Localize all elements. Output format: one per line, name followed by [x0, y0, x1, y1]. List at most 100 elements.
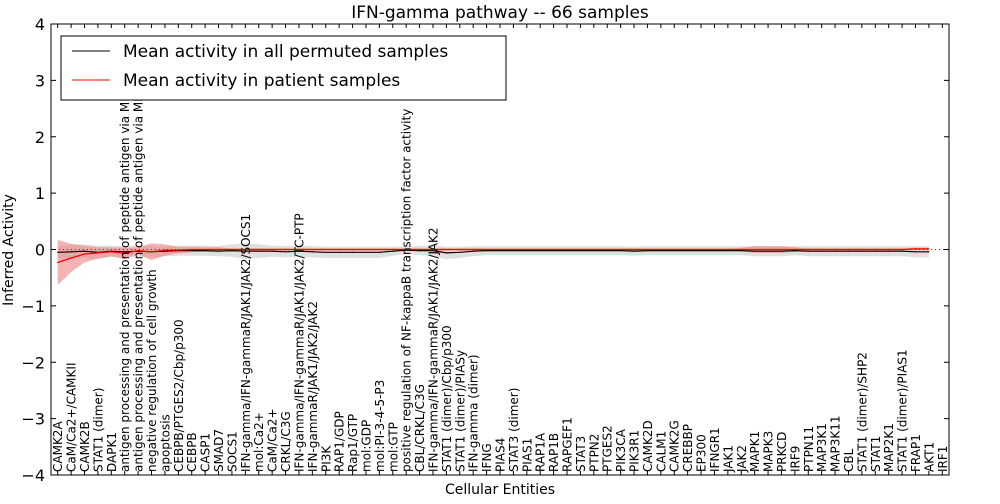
data-point-patient [110, 251, 112, 253]
data-point-patient [861, 248, 863, 251]
data-point-patient [687, 248, 689, 251]
x-tick-label: MAP2K1 [882, 423, 896, 472]
data-point-permuted [727, 250, 729, 252]
legend-label-permuted: Mean activity in all permuted samples [123, 42, 448, 62]
x-tick-label: JAK1 [721, 445, 735, 473]
data-point-permuted [928, 251, 930, 253]
data-point-patient [378, 248, 380, 251]
data-point-permuted [472, 250, 474, 252]
data-point-patient [258, 248, 260, 251]
x-tick-label: STAT3 [574, 436, 588, 472]
data-point-patient [271, 248, 273, 251]
data-point-patient [566, 248, 568, 251]
plot-bands [57, 239, 929, 285]
data-point-patient [137, 250, 139, 252]
data-point-patient [914, 248, 917, 250]
x-tick-label: PIAS4 [494, 438, 508, 472]
data-point-patient [311, 248, 313, 251]
data-point-patient [405, 248, 407, 251]
data-point-permuted [539, 250, 541, 252]
x-tick-labels: CAMK2A CaM/Ca2+/CAMKII CAMK2B STAT1 (dimer)… [51, 40, 950, 473]
data-point-patient [204, 248, 206, 251]
data-point-permuted [834, 250, 836, 252]
x-tick-label: CAMK2G [668, 420, 682, 472]
data-point-patient [526, 248, 528, 251]
data-point-permuted [392, 250, 394, 252]
x-tick-label: CaM/Ca2+/CAMKII [65, 363, 79, 472]
data-point-permuted [754, 250, 756, 252]
data-point-patient [459, 248, 461, 251]
data-point-permuted [687, 250, 689, 252]
y-tick-label: 3 [35, 71, 45, 90]
y-tick-label: −2 [21, 353, 45, 372]
x-tick-label: SOCS1 [225, 431, 239, 472]
data-point-permuted [700, 250, 702, 252]
data-point-permuted [512, 250, 515, 252]
data-point-patient [191, 248, 193, 251]
chart-title: IFN-gamma pathway -- 66 samples [351, 3, 649, 23]
data-point-permuted [660, 250, 662, 252]
data-point-patient [874, 248, 876, 251]
data-point-patient [338, 248, 340, 251]
data-point-permuted [593, 250, 595, 252]
x-axis-label: Cellular Entities [445, 482, 555, 498]
data-point-patient [754, 248, 756, 251]
data-point-permuted [633, 250, 635, 252]
x-tick-label: positive regulation of NF-kappaB transcr… [400, 109, 414, 472]
x-tick-label: STAT1 (dimer)/PIASy [453, 350, 467, 472]
x-tick-label: CASP1 [199, 433, 213, 472]
x-tick-label: CAMK2B [78, 421, 92, 472]
y-tick-label: 4 [35, 15, 45, 34]
x-tick-label: RAP1/GDP [333, 411, 347, 472]
x-tick-label: CEBPB [185, 432, 199, 472]
data-point-patient [834, 248, 836, 251]
data-point-permuted [646, 250, 649, 252]
data-point-patient [553, 248, 555, 251]
x-tick-label: STAT1 (dimer)/PIAS1 [896, 349, 910, 472]
data-point-permuted [874, 250, 876, 252]
x-tick-label: CaM/Ca2+ [266, 408, 280, 472]
data-point-patient [97, 252, 99, 254]
data-point-permuted [914, 251, 917, 253]
x-tick-label: STAT3 (dimer) [507, 388, 521, 472]
x-tick-label: RAP1A [534, 432, 548, 472]
x-tick-label: DAPK1 [105, 432, 119, 472]
data-point-patient [351, 248, 354, 251]
data-point-permuted [365, 251, 367, 253]
x-tick-label: negative regulation of cell growth [145, 269, 159, 472]
y-tick-label: −3 [21, 410, 45, 429]
legend-box [60, 35, 507, 101]
x-tick-label: PRKCD [775, 432, 789, 472]
data-point-patient [217, 248, 220, 251]
data-point-patient [700, 248, 702, 251]
data-point-patient [499, 248, 501, 251]
data-point-patient [767, 248, 769, 251]
y-tick-label: 0 [35, 241, 45, 260]
y-axis-label: Inferred Activity [1, 194, 17, 306]
data-point-permuted [620, 250, 622, 252]
x-tick-label: PIAS1 [520, 438, 534, 472]
series-line-patient [57, 248, 929, 264]
x-tick-label: CBL/CRKL/C3G [413, 384, 427, 472]
data-point-patient [673, 248, 675, 251]
x-tick-label: PTGES2 [601, 425, 615, 472]
data-point-permuted [258, 250, 260, 252]
x-tick-label: CAMK2A [51, 421, 65, 472]
data-point-permuted [338, 251, 340, 253]
x-tick-label: PIK3CA [614, 428, 628, 472]
x-tick-label: STAT1 (dimer)/SHP2 [855, 352, 869, 472]
data-point-patient [593, 248, 595, 251]
data-point-permuted [673, 250, 675, 252]
x-tick-label: mol:PI-3-4-5-P3 [373, 380, 387, 472]
data-point-permuted [311, 251, 313, 253]
data-point-patient [606, 248, 608, 251]
data-point-patient [646, 248, 649, 251]
data-point-permuted [298, 250, 300, 252]
x-tick-label: MAP3K1 [815, 423, 829, 472]
x-tick-label: PIK3R1 [628, 430, 642, 472]
y-tick-label: −1 [21, 297, 45, 316]
data-point-permuted [204, 250, 206, 252]
x-tick-label: EP300 [695, 434, 709, 472]
data-point-permuted [83, 250, 86, 252]
data-point-patient [579, 248, 582, 251]
